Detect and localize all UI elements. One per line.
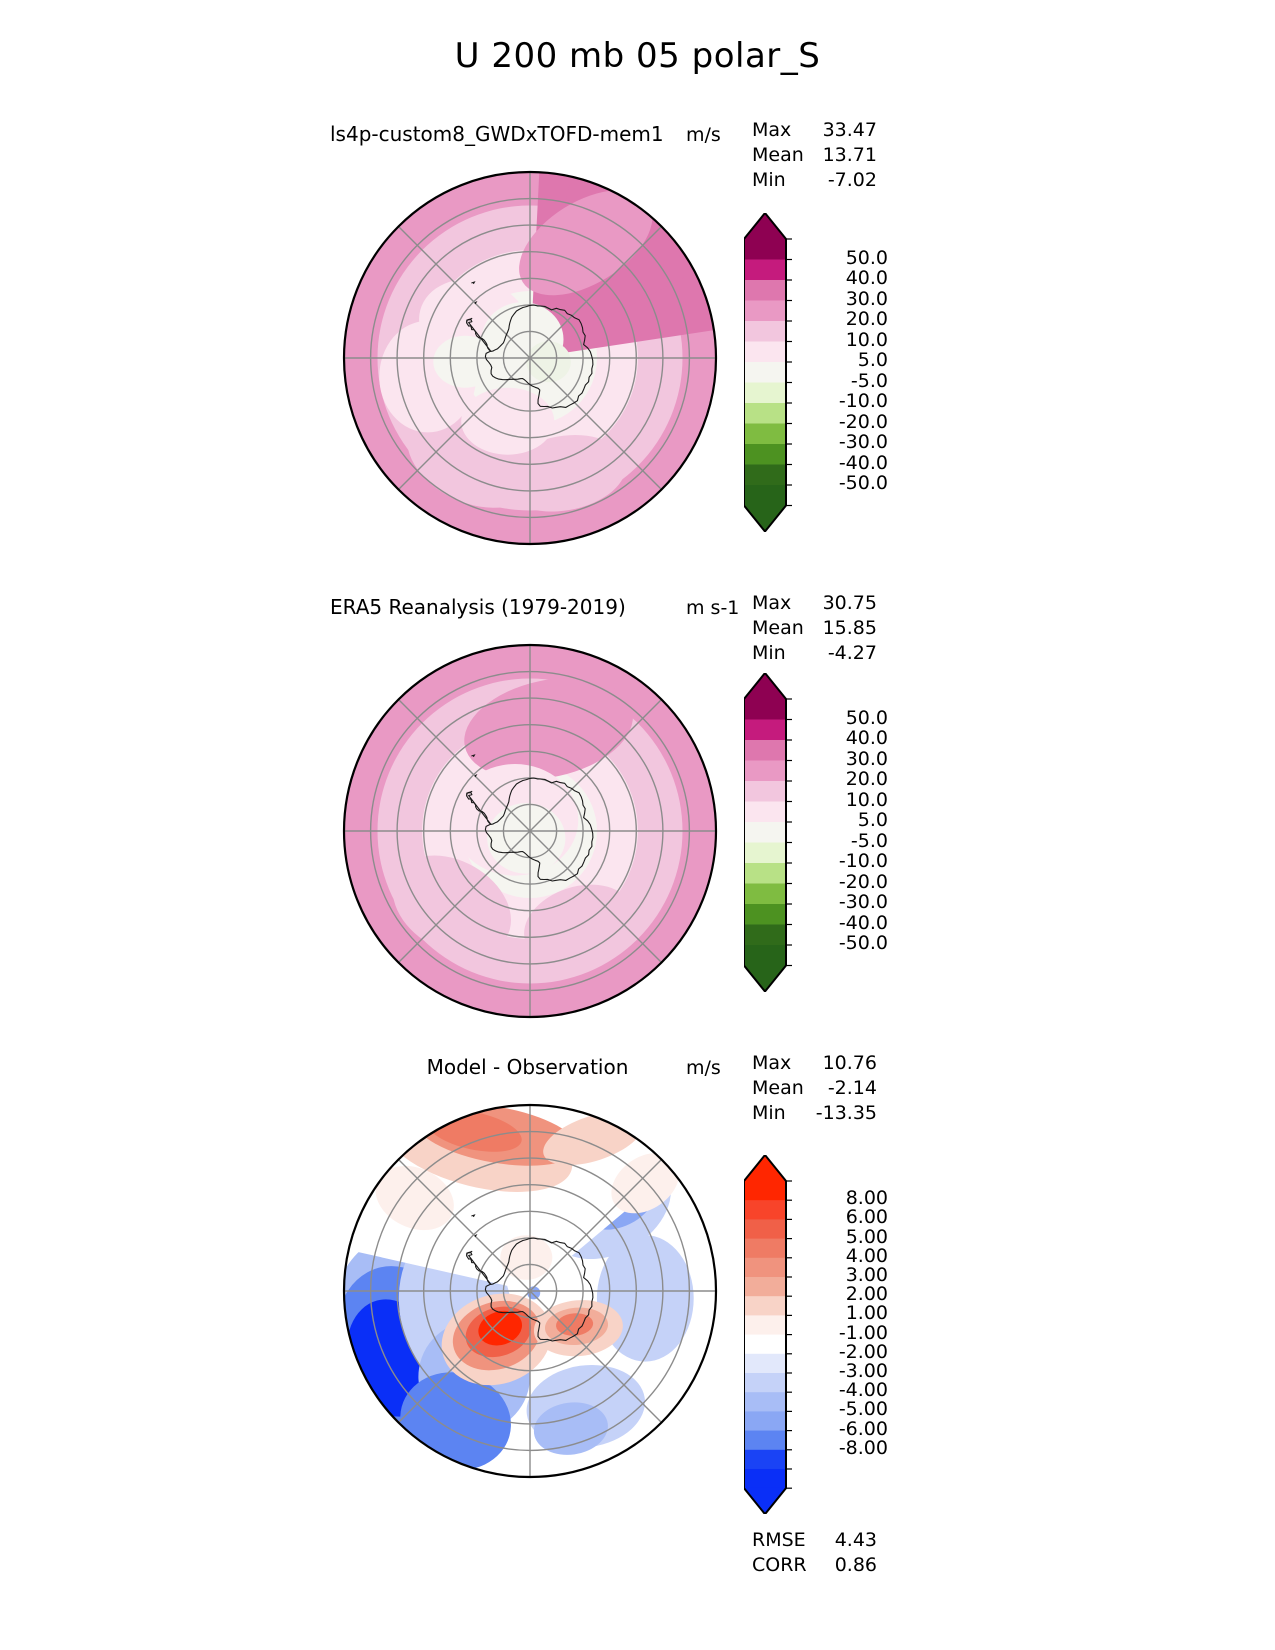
colorbar-tick-label: -6.00 — [838, 1417, 888, 1440]
colorbar-tick-label: -1.00 — [838, 1321, 888, 1344]
stat-row: Mean 15.85 — [752, 616, 877, 641]
colorbar-tick-label: 50.0 — [845, 246, 888, 269]
stat-row: Max 33.47 — [752, 118, 877, 143]
colorbar-tick-label: 5.00 — [845, 1225, 888, 1248]
colorbar-tick-label: 20.0 — [845, 768, 888, 790]
stat-value: -4.27 — [827, 642, 877, 664]
panel-units: m/s — [686, 1057, 721, 1079]
colorbar-tick-label: -5.0 — [850, 829, 888, 852]
panel-title: Model - Observation — [426, 1055, 629, 1079]
colorbar-tick-label: 5.0 — [857, 349, 888, 371]
stat-row: Max 30.75 — [752, 591, 877, 616]
colorbar-tick-label: 30.0 — [845, 287, 888, 310]
colorbar-tick-label: 8.00 — [845, 1187, 888, 1210]
polar-map-model — [330, 158, 730, 558]
colorbar-tick-label: -30.0 — [838, 891, 888, 913]
stat-label: Min — [752, 169, 786, 191]
stat-label: Max — [752, 119, 792, 141]
colorbar-tick-label: 6.00 — [845, 1206, 888, 1229]
colorbar-tick-label: -20.0 — [838, 870, 888, 893]
stat-label: Max — [752, 592, 792, 614]
stat-label: CORR — [752, 1554, 807, 1576]
panel-title: ls4p-custom8_GWDxTOFD-mem1 — [330, 122, 664, 146]
panel-units: m s-1 — [686, 597, 740, 619]
colorbar-tick-label: 30.0 — [845, 747, 888, 770]
stat-row: Mean 13.71 — [752, 143, 877, 168]
stat-row: Min -7.02 — [752, 168, 877, 193]
stat-label: Min — [752, 642, 786, 664]
colorbar-tick-label: -4.00 — [838, 1379, 888, 1402]
stat-value: -7.02 — [827, 169, 877, 191]
stat-value: 13.71 — [822, 144, 877, 166]
panel-units: m/s — [686, 124, 721, 146]
stat-row: CORR 0.86 — [752, 1553, 877, 1578]
stat-value: 30.75 — [822, 592, 877, 614]
colorbar-tick-label: -40.0 — [838, 451, 888, 474]
stat-row: Mean -2.14 — [752, 1076, 877, 1101]
panel-difference: Model - Observation m/s Max 10.76 Mean -2.… — [0, 1043, 1275, 1516]
colorbar-tick-label: -20.0 — [838, 410, 888, 433]
panel-stats: Max 33.47 Mean 13.71 Min -7.02 — [752, 118, 877, 193]
panel-observation: ERA5 Reanalysis (1979-2019) m s-1 Max 30.… — [0, 583, 1275, 1019]
colorbar-tick-label: -5.0 — [850, 369, 888, 392]
panel-header: Model - Observation m/s — [0, 1043, 1275, 1083]
colorbar-tick-label: -2.00 — [838, 1340, 888, 1363]
colorbar-difference: 8.00 6.00 5.00 4.00 3.00 2.00 1.00 -1.00 -2.00 -3… — [743, 1153, 888, 1518]
colorbar-tick-label: 10.0 — [845, 788, 888, 811]
stat-value: 33.47 — [822, 119, 877, 141]
colorbar-tick-label: 4.00 — [845, 1244, 888, 1267]
panel-model: ls4p-custom8_GWDxTOFD-mem1 m/s Max 33.47 … — [0, 110, 1275, 546]
colorbar-tick-label: -40.0 — [838, 911, 888, 934]
colorbar-tick-label: 5.0 — [857, 809, 888, 831]
stat-label: RMSE — [752, 1529, 806, 1551]
stat-value: 4.43 — [834, 1529, 877, 1551]
stat-row: Min -4.27 — [752, 641, 877, 666]
colorbar-model: 50.0 40.0 30.0 20.0 10.0 5.0 -5.0 -10.0 -20.0 -30… — [743, 211, 888, 536]
polar-map-difference — [330, 1091, 730, 1491]
colorbar-tick-label: -30.0 — [838, 431, 888, 453]
stat-value: -2.14 — [827, 1077, 877, 1099]
panel-stats: Max 10.76 Mean -2.14 Min -13.35 — [752, 1051, 877, 1126]
stat-value: 0.86 — [834, 1554, 877, 1576]
stat-row: RMSE 4.43 — [752, 1528, 877, 1553]
panel-header: ls4p-custom8_GWDxTOFD-mem1 m/s — [0, 110, 1275, 150]
stat-label: Mean — [752, 144, 804, 166]
colorbar-tick-label: -50.0 — [838, 932, 888, 954]
colorbar-tick-label: 1.00 — [845, 1302, 888, 1325]
skill-scores: RMSE 4.43 CORR 0.86 — [752, 1528, 877, 1578]
colorbar-tick-label: -10.0 — [838, 390, 888, 412]
colorbar-tick-label: 2.00 — [845, 1283, 888, 1306]
stat-value: -13.35 — [815, 1102, 877, 1124]
panel-header: ERA5 Reanalysis (1979-2019) m s-1 — [0, 583, 1275, 623]
polar-map-observation — [330, 631, 730, 1031]
stat-row: Min -13.35 — [752, 1101, 877, 1126]
colorbar-tick-label: 40.0 — [845, 727, 888, 749]
stat-label: Mean — [752, 1077, 804, 1099]
stat-label: Max — [752, 1052, 792, 1074]
colorbar-tick-label: 3.00 — [845, 1264, 888, 1286]
colorbar-tick-label: -5.00 — [838, 1398, 888, 1421]
colorbar-observation: 50.0 40.0 30.0 20.0 10.0 5.0 -5.0 -10.0 -20.0 -30… — [743, 671, 888, 996]
panel-stats: Max 30.75 Mean 15.85 Min -4.27 — [752, 591, 877, 666]
stat-value: 10.76 — [822, 1052, 877, 1074]
stat-value: 15.85 — [822, 617, 877, 639]
stat-label: Min — [752, 1102, 786, 1124]
colorbar-tick-label: 40.0 — [845, 267, 888, 289]
stat-label: Mean — [752, 617, 804, 639]
panel-title: ERA5 Reanalysis (1979-2019) — [330, 595, 626, 619]
colorbar-tick-label: -8.00 — [838, 1436, 888, 1459]
colorbar-tick-label: 20.0 — [845, 308, 888, 330]
colorbar-tick-label: -10.0 — [838, 850, 888, 872]
colorbar-tick-label: 50.0 — [845, 706, 888, 729]
page-title: U 200 mb 05 polar_S — [454, 36, 821, 76]
stat-row: Max 10.76 — [752, 1051, 877, 1076]
colorbar-tick-label: -3.00 — [838, 1360, 888, 1382]
colorbar-tick-label: 10.0 — [845, 328, 888, 351]
colorbar-tick-label: -50.0 — [838, 472, 888, 494]
